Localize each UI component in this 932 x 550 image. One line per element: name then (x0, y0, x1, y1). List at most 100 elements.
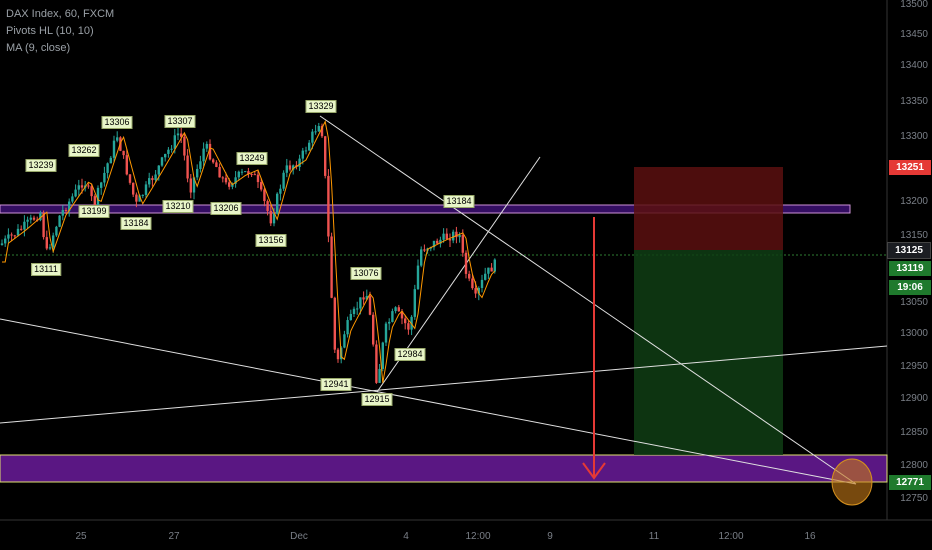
down-arrow-icon[interactable] (582, 217, 606, 480)
price-tick: 13300 (900, 131, 928, 142)
candle-body (400, 311, 404, 319)
candle-body (276, 193, 279, 214)
candle-body (42, 212, 45, 238)
candle-body (423, 249, 426, 251)
candle-body (279, 188, 282, 194)
candle-body (151, 178, 154, 181)
candle-body (96, 187, 100, 205)
candle-body (416, 265, 420, 290)
candle-body (23, 221, 26, 230)
candle-body (394, 307, 397, 312)
candle-body (164, 153, 167, 158)
target-zone[interactable] (0, 454, 888, 483)
candle-body (333, 297, 336, 350)
price-tick: 13000 (900, 328, 928, 339)
candle-body (87, 185, 90, 187)
candle-body (237, 171, 240, 178)
candle-body (368, 296, 372, 315)
trendline-lower-descending[interactable] (0, 318, 857, 485)
candle-body (458, 234, 461, 238)
candlestick-series (0, 122, 496, 384)
candle-body (148, 178, 151, 185)
pivot-label: 13239 (25, 159, 57, 172)
symbol-title[interactable]: DAX Index, 60, FXCM (6, 8, 115, 20)
candle-body (301, 150, 304, 159)
pivot-label: 13184 (120, 217, 152, 230)
candle-body (468, 273, 471, 279)
candle-body (436, 240, 439, 244)
time-tick: 4 (403, 531, 409, 542)
price-tick: 12950 (900, 361, 928, 372)
price-tick: 13150 (900, 230, 928, 241)
candle-body (352, 308, 356, 314)
candle-body (461, 234, 464, 253)
price-tick: 13050 (900, 297, 928, 308)
pivot-label: 13329 (305, 100, 337, 113)
candle-body (71, 196, 74, 202)
price-tick: 13350 (900, 96, 928, 107)
candle-body (20, 228, 23, 230)
price-badge-stop: 13251 (889, 160, 931, 175)
candle-body (183, 136, 186, 156)
candle-body (356, 308, 359, 310)
candle-body (432, 240, 436, 248)
candle-body (240, 171, 244, 173)
price-tick: 13200 (900, 196, 928, 207)
candle-body (132, 182, 135, 195)
candle-body (375, 344, 378, 383)
candle-body (157, 165, 160, 175)
candle-body (464, 252, 468, 274)
countdown-badge: 19:06 (889, 280, 931, 295)
candle-body (196, 168, 199, 178)
pivot-label: 13210 (162, 200, 194, 213)
pivot-label: 13249 (236, 152, 268, 165)
pivot-label: 13206 (210, 202, 242, 215)
take-profit-box[interactable] (634, 250, 783, 455)
trendline-descending-top[interactable] (319, 115, 857, 485)
candle-body (199, 161, 202, 169)
candle-body (308, 142, 311, 151)
candle-body (160, 157, 164, 166)
candle-body (64, 210, 68, 212)
candle-body (477, 287, 480, 294)
resistance-zone[interactable] (0, 204, 851, 214)
candle-body (250, 173, 253, 175)
target-ellipse[interactable] (831, 458, 873, 506)
stop-loss-box[interactable] (634, 167, 783, 250)
candle-body (442, 233, 445, 240)
candle-body (320, 126, 324, 137)
price-tick: 12800 (900, 460, 928, 471)
candle-body (452, 231, 455, 241)
candle-body (141, 194, 144, 196)
candle-body (52, 235, 55, 248)
trendline-lower-ascending[interactable] (0, 345, 888, 424)
candle-body (314, 131, 317, 133)
candle-body (55, 226, 58, 236)
indicator-ma[interactable]: MA (9, close) (6, 42, 71, 54)
candle-body (420, 249, 423, 266)
candle-body (304, 150, 308, 152)
candle-body (0, 243, 4, 245)
indicator-pivots[interactable]: Pivots HL (10, 10) (6, 25, 94, 37)
candle-body (106, 163, 109, 173)
candle-body (90, 186, 93, 197)
price-tick: 13400 (900, 60, 928, 71)
candle-body (170, 148, 173, 150)
candle-body (100, 182, 103, 188)
pivot-label: 12984 (394, 348, 426, 361)
time-tick: 9 (547, 531, 553, 542)
candle-body (263, 189, 266, 202)
candle-body (365, 296, 368, 300)
price-tick: 13500 (900, 0, 928, 10)
candle-body (272, 213, 276, 224)
candle-body (29, 217, 32, 220)
candle-body (448, 239, 452, 241)
candle-body (256, 174, 260, 183)
candle-body (7, 234, 10, 239)
candle-body (311, 131, 314, 143)
candle-body (103, 172, 106, 183)
candle-body (93, 196, 96, 205)
time-tick: Dec (290, 531, 308, 542)
